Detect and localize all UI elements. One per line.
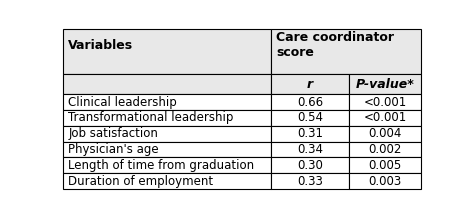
Bar <box>270 94 349 110</box>
Bar <box>63 94 270 110</box>
Text: Variables: Variables <box>68 38 133 52</box>
Text: Clinical leadership: Clinical leadership <box>68 95 177 108</box>
Text: 0.34: 0.34 <box>297 143 323 156</box>
Text: Length of time from graduation: Length of time from graduation <box>68 159 254 172</box>
Bar <box>63 173 270 189</box>
Bar <box>349 141 421 157</box>
Text: 0.33: 0.33 <box>297 175 323 187</box>
Text: 0.003: 0.003 <box>369 175 402 187</box>
Bar <box>63 29 270 74</box>
Bar <box>349 126 421 141</box>
Bar <box>270 74 349 94</box>
Bar <box>270 141 349 157</box>
Text: 0.30: 0.30 <box>297 159 323 172</box>
Text: Physician's age: Physician's age <box>68 143 159 156</box>
Bar <box>63 141 270 157</box>
Text: 0.54: 0.54 <box>297 111 323 124</box>
Text: <0.001: <0.001 <box>363 111 407 124</box>
Text: 0.31: 0.31 <box>297 127 323 140</box>
Bar <box>270 157 349 173</box>
Bar <box>349 173 421 189</box>
Text: Care coordinator
score: Care coordinator score <box>276 31 394 59</box>
Bar <box>63 74 270 94</box>
Bar <box>349 110 421 126</box>
Text: Transformational leadership: Transformational leadership <box>68 111 234 124</box>
Text: 0.66: 0.66 <box>297 95 323 108</box>
Bar <box>270 126 349 141</box>
Text: 0.004: 0.004 <box>369 127 402 140</box>
Text: <0.001: <0.001 <box>363 95 407 108</box>
Bar <box>270 173 349 189</box>
Bar <box>63 157 270 173</box>
Text: Job satisfaction: Job satisfaction <box>68 127 158 140</box>
Text: P-value*: P-value* <box>356 78 415 91</box>
Text: r: r <box>307 78 313 91</box>
Text: Duration of employment: Duration of employment <box>68 175 213 187</box>
Bar <box>270 29 421 74</box>
Text: 0.005: 0.005 <box>369 159 402 172</box>
Bar <box>63 126 270 141</box>
Bar <box>349 74 421 94</box>
Bar <box>349 94 421 110</box>
Text: 0.002: 0.002 <box>369 143 402 156</box>
Bar <box>349 157 421 173</box>
Bar <box>63 110 270 126</box>
Bar <box>270 110 349 126</box>
